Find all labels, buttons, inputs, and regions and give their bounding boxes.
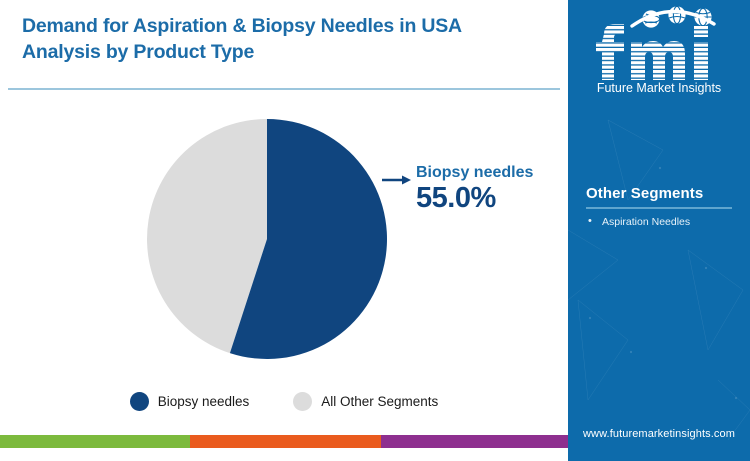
other-segments-list: Aspiration Needles [586, 213, 738, 233]
callout-label: Biopsy needles [416, 164, 534, 181]
pie-chart [146, 115, 387, 363]
bar-segment-green [0, 435, 191, 448]
legend-label: All Other Segments [321, 394, 439, 409]
bar-segment-purple [380, 435, 568, 448]
sidebar: Future Market Insights Other Segments As… [568, 0, 750, 461]
legend-swatch-icon [129, 392, 149, 411]
segment-list-item: Aspiration Needles [586, 213, 738, 231]
globe-icons [630, 5, 716, 28]
chart-area: Biopsy needles 55.0% [0, 100, 568, 390]
fmi-wordmark [596, 24, 708, 80]
callout-text: Biopsy needles 55.0% [416, 164, 562, 214]
header-divider [8, 88, 560, 90]
legend-item-all-other-segments[interactable]: All Other Segments [293, 392, 438, 411]
other-segments-title: Other Segments [586, 185, 704, 202]
legend-swatch-icon [293, 392, 313, 411]
page-title: Demand for Aspiration & Biopsy Needles i… [22, 15, 462, 63]
logo-tagline: Future Market Insights [597, 81, 721, 95]
fmi-logo: Future Market Insights [568, 4, 750, 96]
chart-legend: Biopsy needles All Other Segments [0, 392, 568, 411]
legend-label: Biopsy needles [157, 394, 250, 409]
other-segments-divider [586, 207, 732, 209]
pie-slice-all-other-segments[interactable] [146, 119, 267, 354]
main-panel: Demand for Aspiration & Biopsy Needles i… [0, 15, 568, 448]
pie-slice-biopsy-needles[interactable] [229, 119, 387, 359]
callout-value: 55.0% [416, 181, 496, 214]
callout-arrow-icon [382, 175, 411, 185]
pie-svg [146, 119, 387, 359]
bottom-color-bar [0, 435, 568, 448]
website-url: www.futuremarketinsights.com [583, 428, 735, 440]
fmi-logo-svg: Future Market Insights [596, 5, 721, 95]
bar-segment-orange [190, 435, 381, 448]
legend-item-biopsy-needles[interactable]: Biopsy needles [129, 392, 250, 411]
